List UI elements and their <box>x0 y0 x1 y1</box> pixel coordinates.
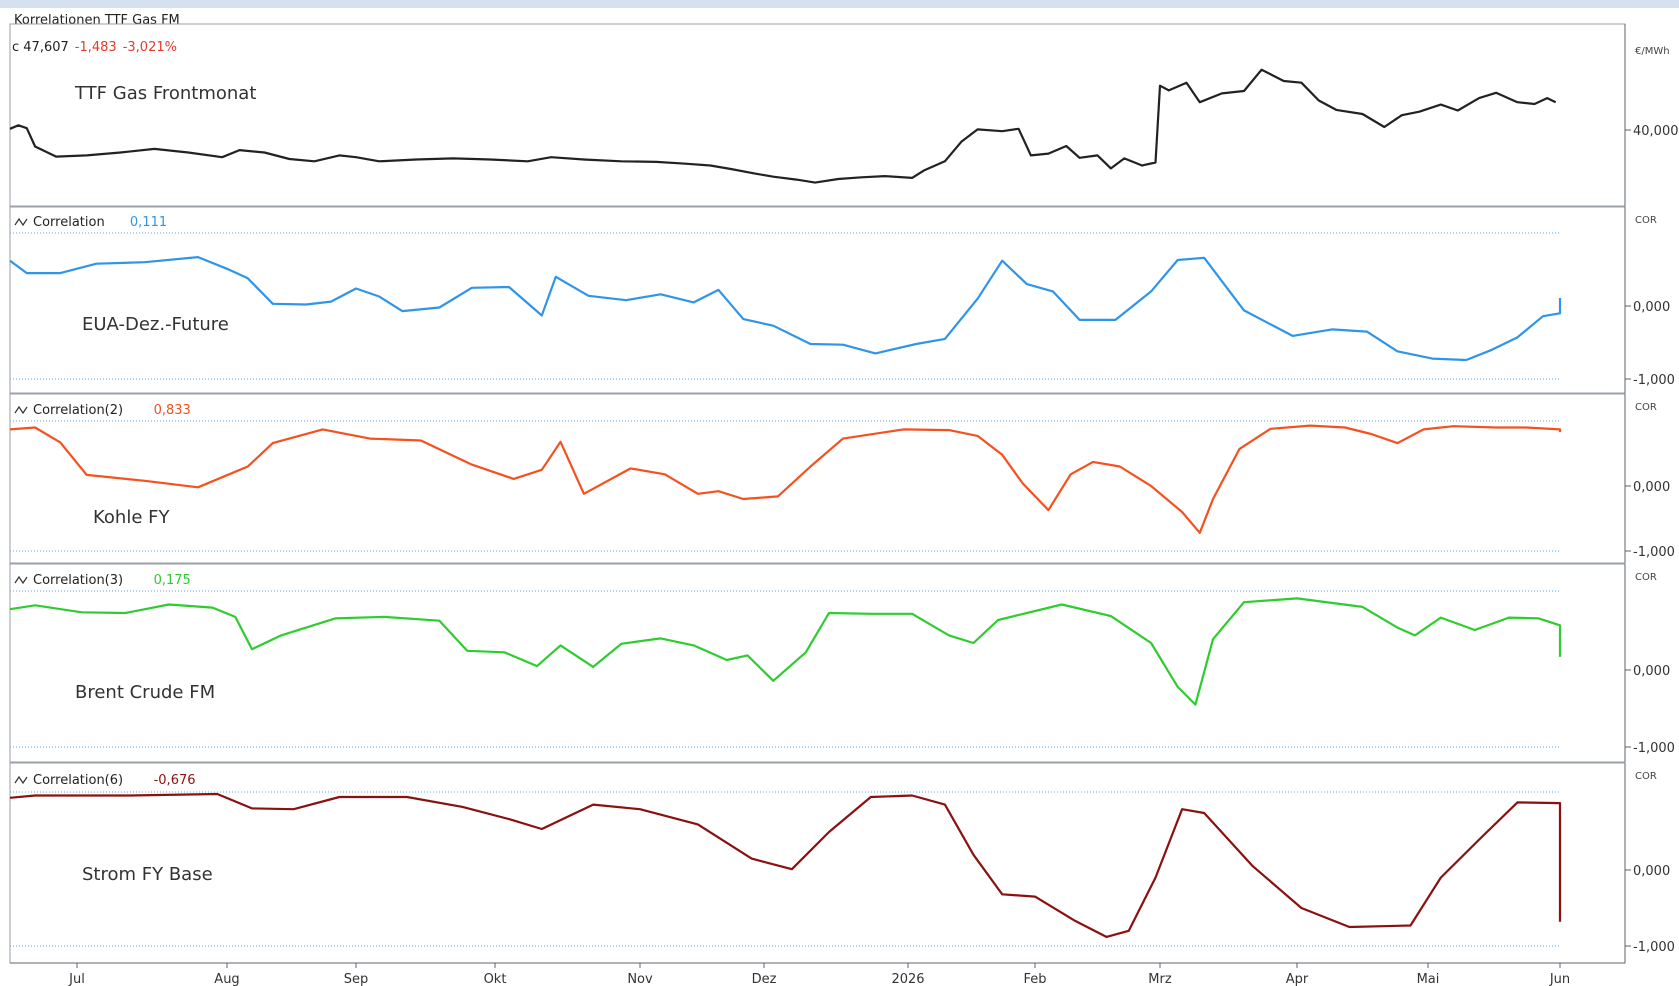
series-line <box>9 792 1562 938</box>
series-label: Strom FY Base <box>82 864 213 885</box>
y-tick-label: 0,000 <box>1633 480 1670 495</box>
series-line <box>9 256 1562 362</box>
indicator-icon <box>14 575 28 585</box>
unit-label: COR <box>1635 771 1657 782</box>
panel-frame <box>9 563 1626 763</box>
series-label: TTF Gas Frontmonat <box>74 83 256 104</box>
indicator-value: -0,676 <box>154 773 196 788</box>
indicator-name: Correlation <box>33 215 105 230</box>
series-line <box>9 597 1562 706</box>
x-tick-label: Dez <box>752 972 777 986</box>
y-tick-label: -1,000 <box>1633 545 1675 560</box>
x-tick-label: Okt <box>484 972 507 986</box>
indicator-name: Correlation(6) <box>33 773 123 788</box>
x-axis: Jul Aug Sep Okt Nov Dez 2026 Feb Mrz Apr Mai Jun <box>10 962 1625 986</box>
unit-label: COR <box>1635 215 1657 226</box>
y-tick-label: 0,000 <box>1633 664 1670 679</box>
series-line <box>9 68 1557 184</box>
quote-change-abs: -1,483 <box>74 40 117 55</box>
panel-correlation-2: COR 0,000 -1,000 Kohle FY Correlation(2) 0,83… <box>9 393 1675 564</box>
x-tick-label: Jun <box>1549 972 1570 986</box>
indicator-value: 0,111 <box>130 215 167 230</box>
x-tick-label: Nov <box>627 972 653 986</box>
series-label: Brent Crude FM <box>75 682 215 703</box>
y-tick-label: -1,000 <box>1633 741 1675 756</box>
y-tick-label: -1,000 <box>1633 940 1675 955</box>
indicator-name: Correlation(3) <box>33 573 123 588</box>
panel-frame <box>9 206 1626 394</box>
panel-correlation-1: COR 0,000 -1,000 EUA-Dez.-Future Correlation… <box>9 206 1675 394</box>
x-tick-label: 2026 <box>891 972 924 986</box>
y-tick-label: 0,000 <box>1633 300 1670 315</box>
x-tick-label: Mai <box>1417 972 1440 986</box>
indicator-icon <box>14 405 28 415</box>
quote-change-pct: -3,021% <box>122 40 177 55</box>
indicator-value: 0,833 <box>154 403 191 418</box>
panel-frame <box>9 23 1626 207</box>
panel-frame <box>9 762 1626 964</box>
x-tick-label: Apr <box>1286 972 1309 986</box>
panel-correlation-3: COR 0,000 -1,000 Brent Crude FM Correlation(… <box>9 563 1675 763</box>
quote-line: c 47,607 -1,483 -3,021% <box>12 40 177 55</box>
x-tick-label: Mrz <box>1148 972 1172 986</box>
x-tick-label: Sep <box>344 972 369 986</box>
y-tick-label: -1,000 <box>1633 373 1675 388</box>
indicator-icon <box>14 775 28 785</box>
quote-close: c 47,607 <box>12 40 69 55</box>
x-tick-label: Jul <box>68 972 85 986</box>
x-tick-label: Aug <box>214 972 239 986</box>
series-label: EUA-Dez.-Future <box>82 314 229 335</box>
y-tick-label: 40,000 <box>1633 124 1679 139</box>
indicator-name: Correlation(2) <box>33 403 123 418</box>
panel-price: €/MWh 40,000 TTF Gas Frontmonat <box>9 23 1679 207</box>
indicator-icon <box>14 217 28 227</box>
panel-correlation-4: COR 0,000 -1,000 Strom FY Base Correlation(6… <box>9 762 1675 964</box>
unit-label: COR <box>1635 572 1657 583</box>
series-label: Kohle FY <box>93 507 170 528</box>
series-line <box>9 424 1562 534</box>
y-tick-label: 0,000 <box>1633 864 1670 879</box>
panel-frame <box>9 393 1626 564</box>
unit-label: €/MWh <box>1635 46 1670 57</box>
x-tick-label: Feb <box>1023 972 1046 986</box>
unit-label: COR <box>1635 402 1657 413</box>
indicator-value: 0,175 <box>154 573 191 588</box>
